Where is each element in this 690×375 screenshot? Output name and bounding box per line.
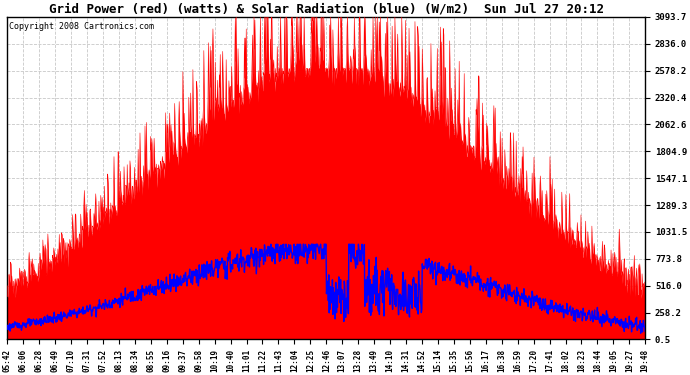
Title: Grid Power (red) (watts) & Solar Radiation (blue) (W/m2)  Sun Jul 27 20:12: Grid Power (red) (watts) & Solar Radiati… xyxy=(49,3,604,16)
Text: Copyright 2008 Cartronics.com: Copyright 2008 Cartronics.com xyxy=(8,22,154,31)
